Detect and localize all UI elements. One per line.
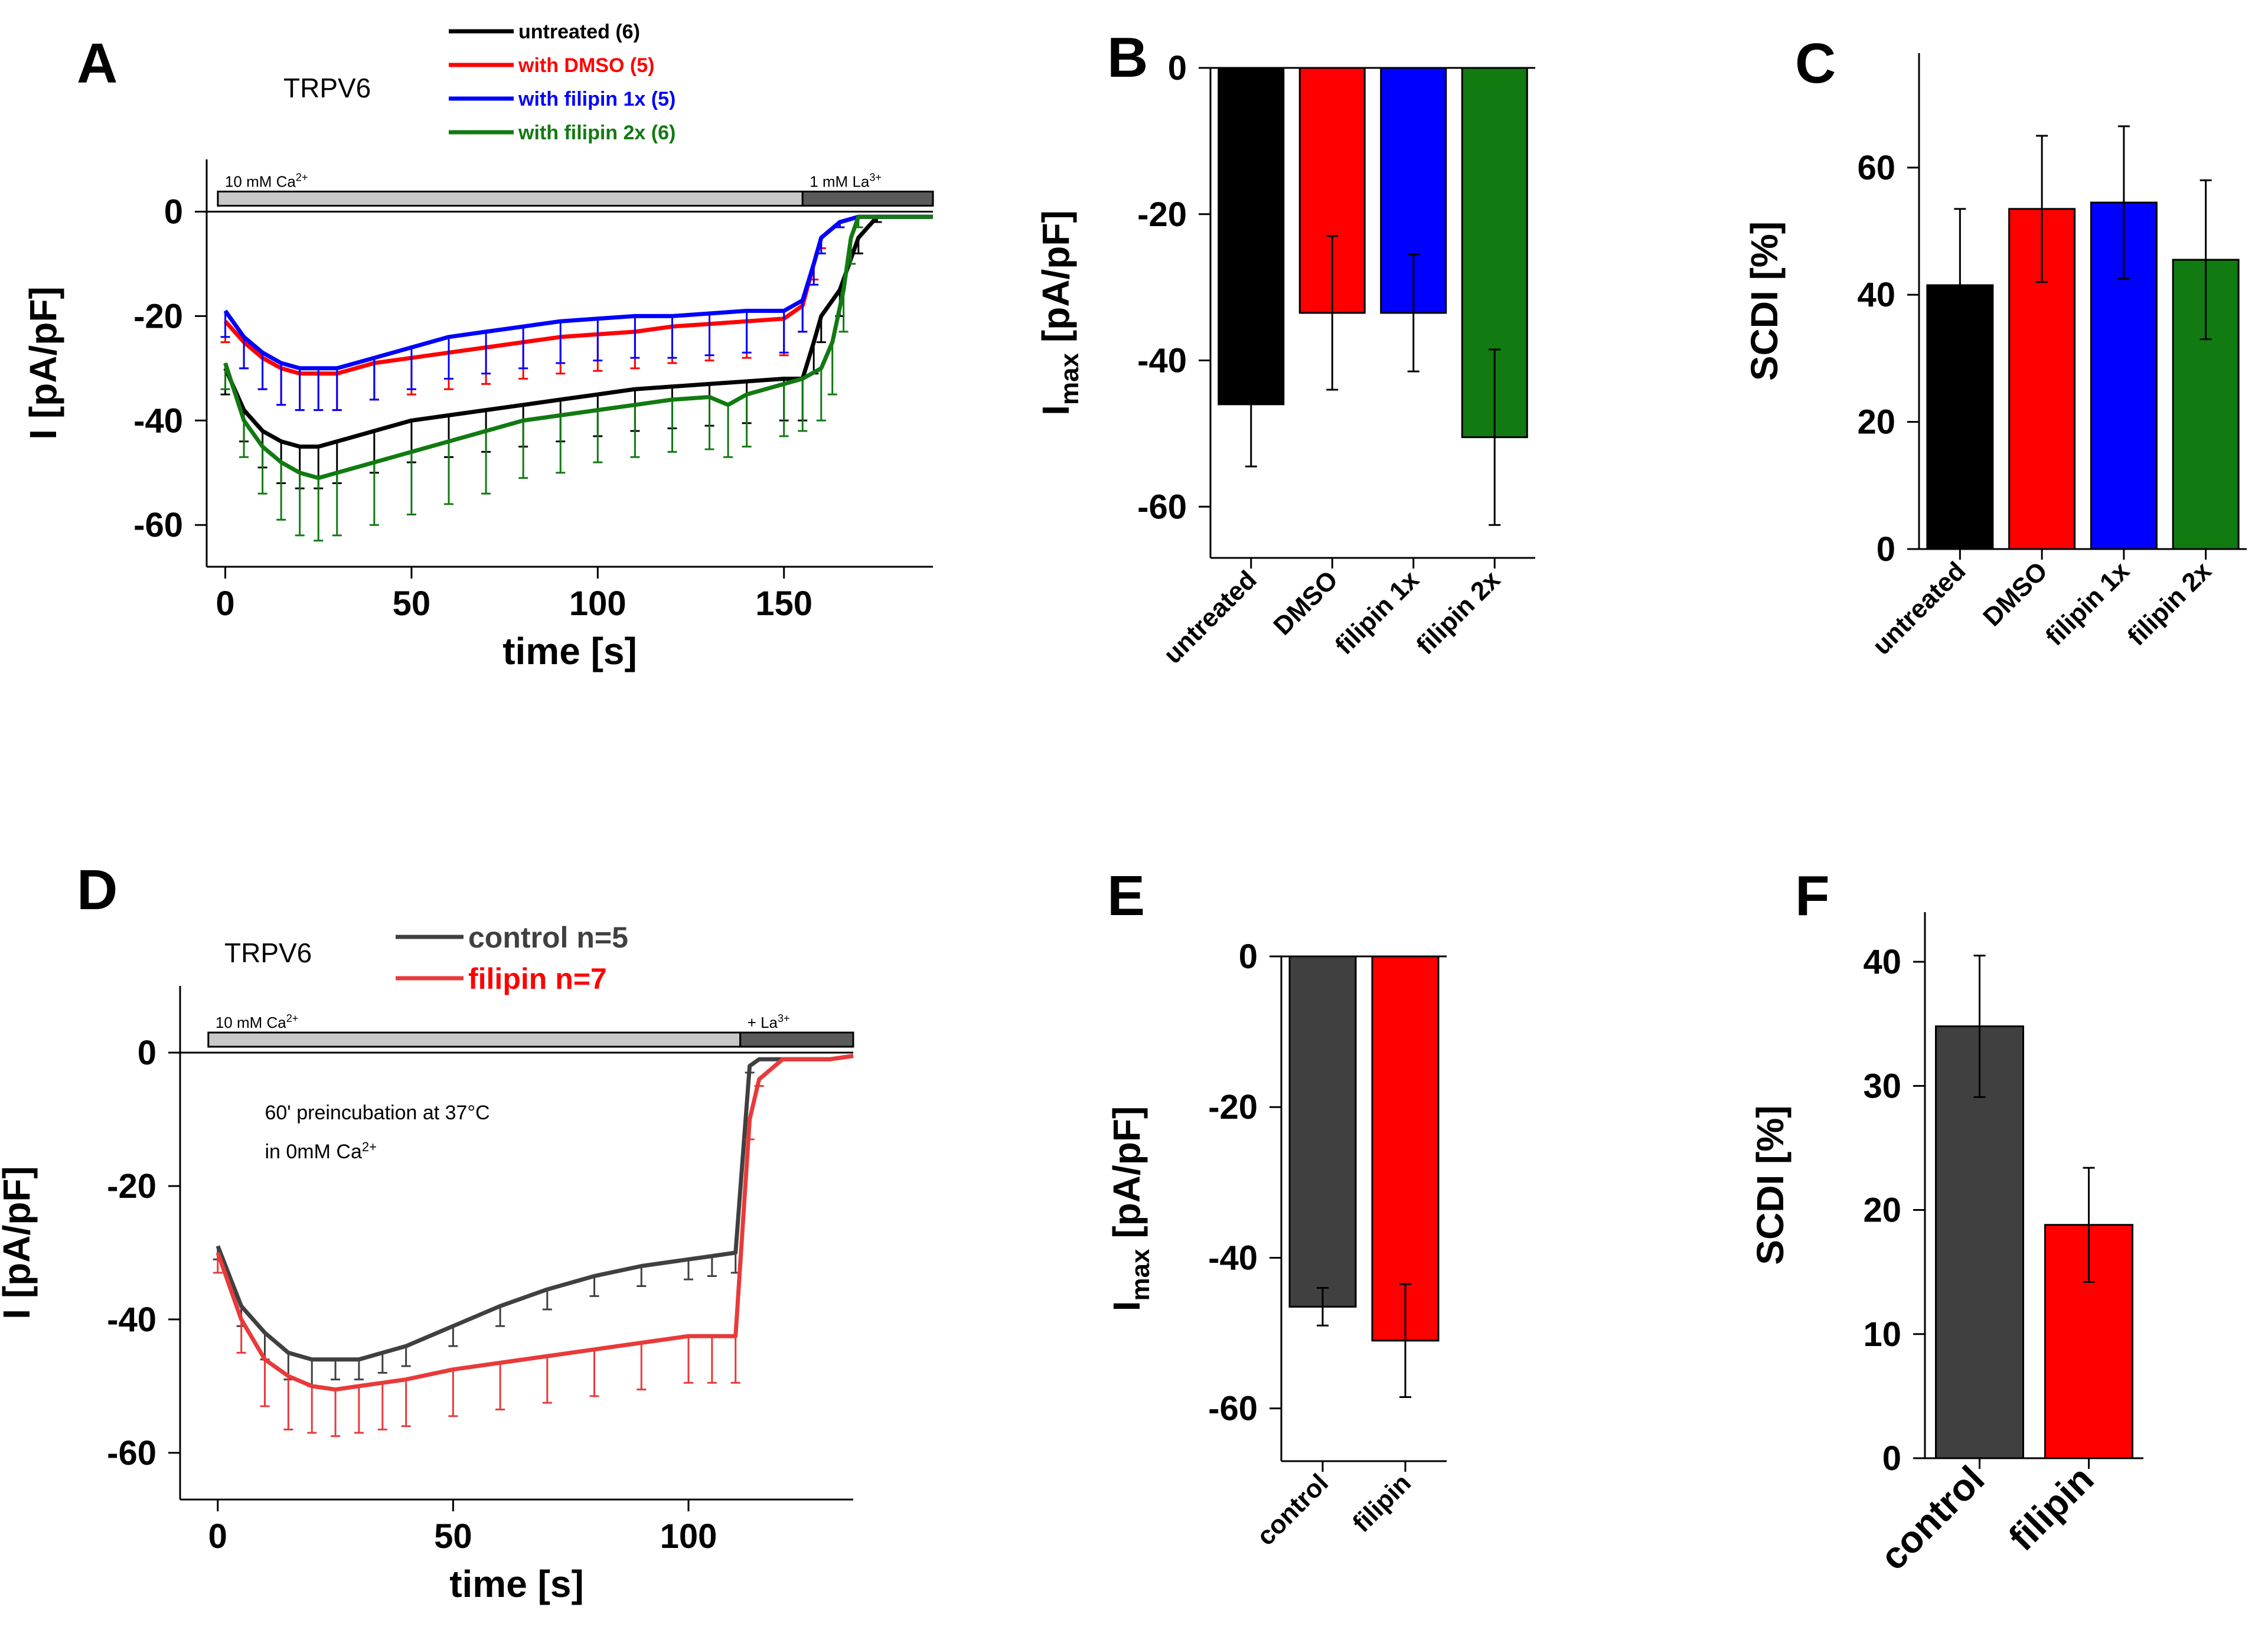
application-label: 1 mM La3+ <box>810 171 882 190</box>
series-dmso <box>220 214 933 411</box>
series-line <box>216 1054 854 1362</box>
series-line <box>216 1054 854 1392</box>
y-tick-label: -60 <box>1137 488 1187 526</box>
x-tick-label: 150 <box>755 584 812 623</box>
annotation-line: in 0mM Ca2+ <box>265 1139 376 1163</box>
y-tick-label: -20 <box>133 297 183 335</box>
y-tick-label: 60 <box>1857 149 1895 187</box>
series-line <box>223 214 933 371</box>
x-tick-label: untreated <box>1867 556 1971 660</box>
series-line <box>223 214 933 481</box>
x-tick-label: DMSO <box>1268 565 1343 641</box>
y-tick-label: 20 <box>1863 1191 1901 1230</box>
legend-label: control n=5 <box>468 921 628 954</box>
panel-letter-a: A <box>77 32 118 95</box>
legend-label: with DMSO (5) <box>518 54 654 77</box>
y-tick-label: 0 <box>138 1034 156 1072</box>
chart-title: TRPV6 <box>283 73 371 103</box>
series-filipin_trace <box>213 1054 854 1438</box>
x-tick-label: 100 <box>660 1517 717 1556</box>
application-bar <box>217 190 804 207</box>
panel-letter-b: B <box>1107 26 1148 89</box>
legend-label: filipin n=7 <box>468 962 607 995</box>
y-tick-label: -60 <box>1208 1390 1258 1428</box>
y-tick-label: -20 <box>107 1167 156 1206</box>
y-tick-label: -20 <box>1137 195 1187 234</box>
x-tick-label: untreated <box>1158 565 1262 669</box>
y-tick-label: 0 <box>1877 530 1895 569</box>
bar <box>1288 955 1357 1308</box>
application-bar <box>207 1031 742 1048</box>
application-bar <box>739 1031 854 1048</box>
x-tick-label: filipin <box>2001 1458 2102 1559</box>
series-filipin1x <box>220 214 933 411</box>
series-filipin2x <box>220 214 933 542</box>
bar <box>1371 955 1440 1342</box>
application-label: 10 mM Ca2+ <box>216 1012 298 1031</box>
panel-letter-f: F <box>1795 864 1830 927</box>
series-line <box>223 214 933 449</box>
y-tick-label: 0 <box>164 192 183 231</box>
y-tick-label: 0 <box>1882 1439 1901 1478</box>
panel-letter-c: C <box>1795 32 1836 95</box>
panel-letter-e: E <box>1107 864 1145 927</box>
x-tick-label: 50 <box>434 1517 472 1556</box>
application-label: + La3+ <box>748 1012 790 1031</box>
y-tick-label: 0 <box>1168 49 1187 87</box>
y-tick-label: -60 <box>107 1434 156 1472</box>
x-tick-label: 0 <box>208 1517 227 1556</box>
annotation-line: 60' preincubation at 37°C <box>265 1102 490 1124</box>
application-label: 10 mM Ca2+ <box>225 171 308 190</box>
y-tick-label: -60 <box>133 506 183 544</box>
y-tick-label: 40 <box>1863 943 1901 981</box>
x-tick-label: filipin <box>1347 1468 1417 1538</box>
y-axis-label: Imax [pA/pF] <box>1105 1106 1155 1312</box>
chart-title: TRPV6 <box>224 938 312 968</box>
x-tick-label: DMSO <box>1977 556 2053 632</box>
legend-label: untreated (6) <box>518 21 640 43</box>
y-axis-label: I [pA/pF] <box>22 286 64 439</box>
x-axis-label: time [s] <box>502 630 637 672</box>
x-tick-label: 0 <box>216 584 234 623</box>
x-axis-label: time [s] <box>449 1563 584 1605</box>
y-axis-label: Imax [pA/pF] <box>1035 210 1084 416</box>
y-axis-label: SCDI [%] <box>1743 221 1786 381</box>
y-tick-label: 20 <box>1857 403 1895 442</box>
application-bar <box>801 190 934 207</box>
y-axis-label: I [pA/pF] <box>0 1166 38 1319</box>
x-tick-label: filipin 2x <box>2122 556 2217 651</box>
x-tick-label: filipin 1x <box>2040 556 2135 651</box>
panel-letter-d: D <box>77 858 118 922</box>
y-tick-label: -40 <box>1208 1239 1258 1277</box>
panel-a: 0 -20 -40 -60 0 50 100 150 time [s] I [pA/pF] 10 m… <box>22 21 934 672</box>
y-tick-label: -40 <box>133 401 183 440</box>
x-tick-label: 50 <box>393 584 431 623</box>
y-tick-label: 30 <box>1863 1067 1901 1105</box>
y-tick-label: 10 <box>1863 1315 1901 1354</box>
x-tick-label: control <box>1251 1468 1334 1551</box>
y-tick-label: 40 <box>1857 276 1895 314</box>
panel-d: 0 -20 -40 -60 0 50 100 time [s] I [pA/pF] 10 mM C… <box>0 921 854 1605</box>
x-tick-label: filipin 2x <box>1411 565 1506 660</box>
y-axis-label: SCDI [%] <box>1749 1105 1791 1265</box>
legend-label: with filipin 1x (5) <box>518 88 675 110</box>
x-tick-label: filipin 1x <box>1330 565 1425 660</box>
legend-label: with filipin 2x (6) <box>518 122 675 144</box>
y-tick-label: -20 <box>1208 1088 1258 1126</box>
y-tick-label: -40 <box>1137 342 1187 380</box>
y-tick-label: 0 <box>1239 938 1258 976</box>
y-tick-label: -40 <box>107 1301 156 1339</box>
panel-e: 0 -20 -40 -60 Imax [pA/pF] control filipin <box>1105 938 1447 1551</box>
x-tick-label: 100 <box>569 584 626 623</box>
